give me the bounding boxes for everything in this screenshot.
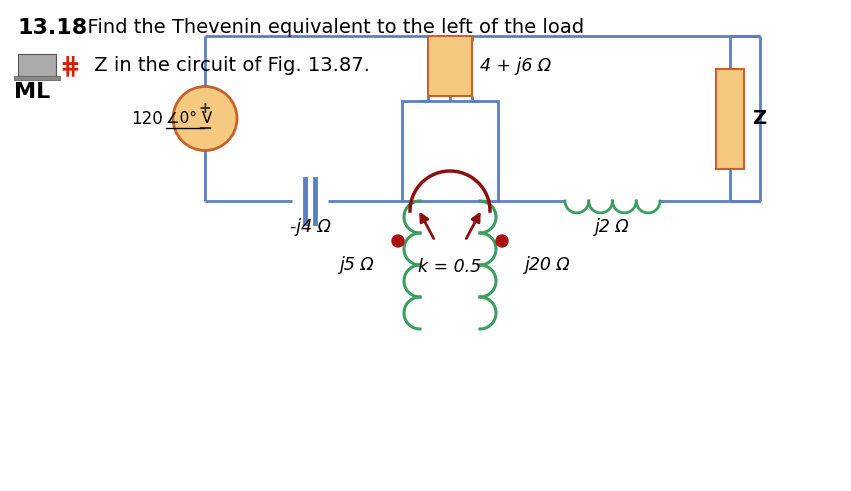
Text: j5 Ω: j5 Ω (340, 256, 375, 274)
Text: -j4 Ω: -j4 Ω (289, 218, 330, 236)
Text: ML: ML (14, 82, 50, 102)
Text: −: − (197, 119, 213, 137)
Text: 4 + j6 Ω: 4 + j6 Ω (480, 57, 551, 75)
Circle shape (392, 235, 404, 247)
Bar (716, 69, 744, 168)
Text: 13.18: 13.18 (18, 18, 89, 38)
Text: ∠0° V: ∠0° V (166, 111, 212, 126)
Text: ⋕: ⋕ (60, 54, 81, 78)
Text: j2 Ω: j2 Ω (595, 218, 629, 236)
Text: j20 Ω: j20 Ω (525, 256, 571, 274)
Bar (14, 76, 60, 80)
Bar (402, 101, 498, 201)
Text: Find the Thevenin equivalent to the left of the load: Find the Thevenin equivalent to the left… (75, 18, 584, 37)
Text: Z in the circuit of Fig. 13.87.: Z in the circuit of Fig. 13.87. (88, 56, 370, 75)
Circle shape (496, 235, 508, 247)
Text: k = 0.5: k = 0.5 (419, 258, 482, 276)
Text: +: + (198, 101, 211, 116)
Bar (428, 36, 472, 96)
Circle shape (173, 86, 237, 151)
Text: Z: Z (752, 109, 766, 128)
Bar (18, 54, 56, 78)
Text: 120: 120 (131, 109, 163, 128)
